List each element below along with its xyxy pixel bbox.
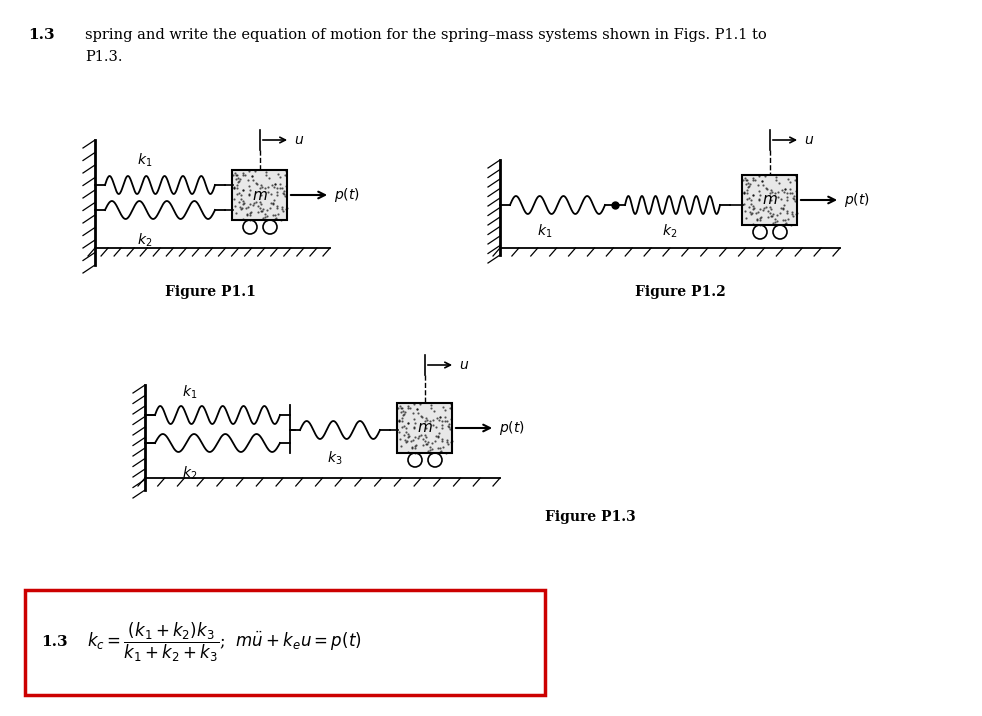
Text: $m$: $m$ bbox=[417, 420, 433, 435]
Text: 1.3: 1.3 bbox=[28, 28, 55, 42]
Text: $k_1$: $k_1$ bbox=[137, 152, 152, 169]
Text: $p(t)$: $p(t)$ bbox=[844, 191, 870, 209]
Text: spring and write the equation of motion for the spring–mass systems shown in Fig: spring and write the equation of motion … bbox=[85, 28, 767, 42]
Text: $m$: $m$ bbox=[252, 188, 268, 203]
Text: Figure P1.2: Figure P1.2 bbox=[634, 285, 726, 299]
Text: $k_3$: $k_3$ bbox=[327, 450, 343, 468]
Text: $k_1$: $k_1$ bbox=[537, 223, 553, 241]
Bar bbox=[742, 175, 797, 225]
Text: $p(t)$: $p(t)$ bbox=[334, 186, 359, 204]
Text: $k_1$: $k_1$ bbox=[183, 384, 197, 401]
Text: $k_c = \dfrac{(k_1 + k_2)k_3}{k_1 + k_2 + k_3}$;  $m\ddot{u} + k_e u = p(t)$: $k_c = \dfrac{(k_1 + k_2)k_3}{k_1 + k_2 … bbox=[87, 621, 361, 664]
Text: $k_2$: $k_2$ bbox=[137, 232, 152, 249]
Text: $k_2$: $k_2$ bbox=[663, 223, 678, 241]
Text: $u$: $u$ bbox=[804, 133, 814, 147]
Bar bbox=[233, 170, 288, 220]
Text: $u$: $u$ bbox=[459, 358, 469, 372]
Text: $u$: $u$ bbox=[294, 133, 304, 147]
Text: Figure P1.1: Figure P1.1 bbox=[165, 285, 255, 299]
Text: P1.3.: P1.3. bbox=[85, 50, 123, 64]
Text: 1.3: 1.3 bbox=[41, 636, 68, 649]
Text: $k_2$: $k_2$ bbox=[183, 465, 197, 483]
Text: $m$: $m$ bbox=[762, 193, 778, 208]
Bar bbox=[398, 403, 453, 453]
Text: $p(t)$: $p(t)$ bbox=[499, 419, 525, 437]
Text: Figure P1.3: Figure P1.3 bbox=[545, 510, 635, 524]
Bar bbox=[25, 590, 545, 695]
